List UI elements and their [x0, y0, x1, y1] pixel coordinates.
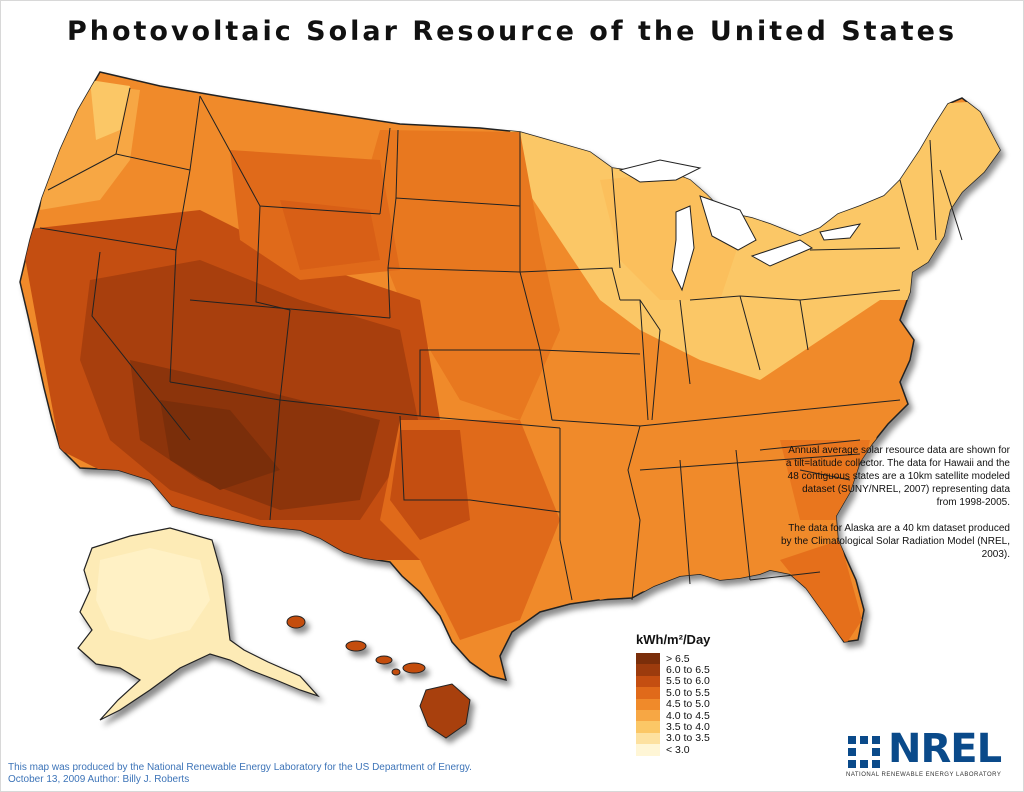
legend-rows: > 6.5 6.0 to 6.5 5.5 to 6.0 5.0 to 5.5 4.5 t…: [636, 653, 756, 756]
great-lakes: [618, 159, 862, 292]
legend-swatch: [636, 732, 660, 745]
legend-swatch: [636, 653, 660, 665]
legend-label: 6.0 to 6.5: [666, 664, 710, 677]
legend-swatch: [636, 744, 660, 756]
legend-item: < 3.0: [636, 743, 756, 756]
legend-swatch: [636, 721, 660, 733]
legend-label: 5.0 to 5.5: [666, 686, 710, 699]
credit: This map was produced by the National Re…: [8, 762, 472, 786]
legend-label: 3.0 to 3.5: [666, 732, 710, 745]
legend-item: 3.0 to 3.5: [636, 732, 756, 745]
legend: kWh/m²/Day > 6.5 6.0 to 6.5 5.5 to 6.0 5.0 …: [636, 632, 756, 756]
legend-label: 3.5 to 4.0: [666, 721, 710, 734]
legend-item: 4.5 to 5.0: [636, 698, 756, 711]
legend-label: 4.0 to 4.5: [666, 709, 710, 722]
legend-swatch: [636, 687, 660, 699]
legend-label: 4.5 to 5.0: [666, 698, 710, 711]
map-title: Photovoltaic Solar Resource of the Unite…: [66, 16, 958, 47]
legend-item: 6.0 to 6.5: [636, 664, 756, 677]
credit-line-1: This map was produced by the National Re…: [8, 762, 472, 773]
legend-label: < 3.0: [666, 743, 690, 756]
legend-swatch: [636, 709, 660, 722]
note-paragraph-2: The data for Alaska are a 40 km dataset …: [781, 523, 1010, 560]
credit-line-2: October 13, 2009 Author: Billy J. Robert…: [8, 774, 190, 785]
legend-label: 5.5 to 6.0: [666, 675, 710, 688]
nrel-mark-icon: [848, 736, 880, 768]
legend-label: > 6.5: [666, 652, 690, 665]
legend-item: 5.5 to 6.0: [636, 675, 756, 688]
legend-item: 3.5 to 4.0: [636, 721, 756, 734]
legend-item: 4.0 to 4.5: [636, 709, 756, 722]
legend-swatch: [636, 664, 660, 676]
state-borders: [39, 87, 963, 601]
hawaii: [286, 615, 471, 739]
alaska-darker-band: [96, 548, 210, 640]
note-paragraph-1: Annual average solar resource data are s…: [785, 445, 1010, 508]
map-description-note: Annual average solar resource data are s…: [780, 444, 1010, 574]
nrel-wordmark: NREL: [888, 726, 1002, 772]
legend-item: > 6.5: [636, 652, 756, 665]
legend-swatch: [636, 675, 660, 688]
legend-swatch: [636, 698, 660, 710]
nrel-logo: NREL NATIONAL RENEWABLE ENERGY LABORATOR…: [846, 726, 1016, 782]
legend-title: kWh/m²/Day: [636, 632, 711, 647]
legend-item: 5.0 to 5.5: [636, 686, 756, 699]
nrel-subtitle: NATIONAL RENEWABLE ENERGY LABORATORY: [846, 772, 1002, 778]
